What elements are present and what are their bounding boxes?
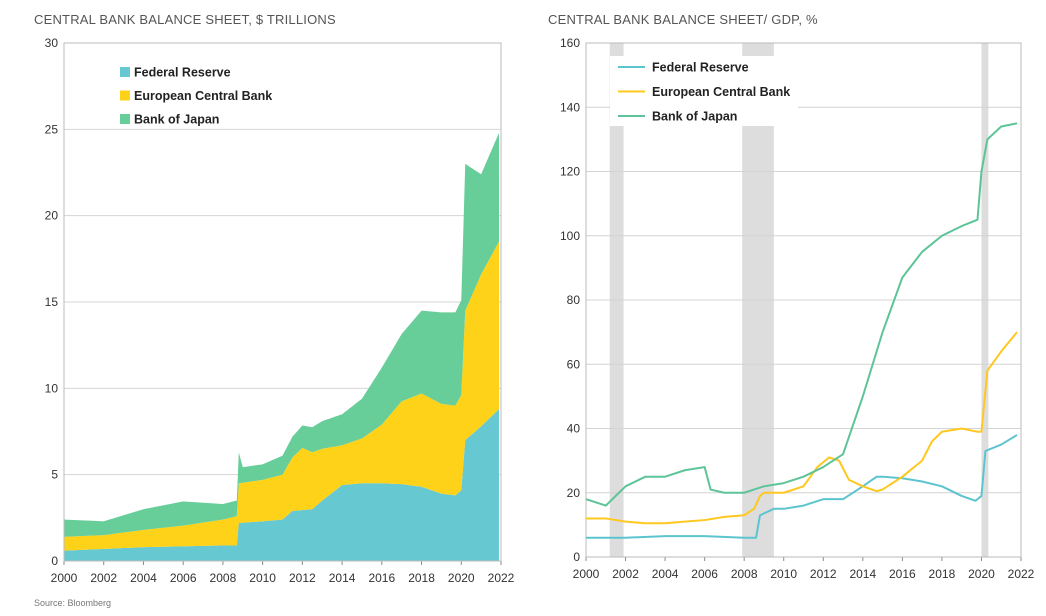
right-x-tick-label: 2022 xyxy=(1008,567,1035,581)
right-y-tick-label: 100 xyxy=(560,229,580,243)
right-y-tick-label: 120 xyxy=(560,165,580,179)
left-x-tick-label: 2010 xyxy=(249,571,276,585)
right-x-tick-label: 2002 xyxy=(612,567,639,581)
left-x-tick-label: 2012 xyxy=(289,571,316,585)
right-plot-frame xyxy=(585,42,1022,558)
source-note: Source: Bloomberg xyxy=(34,598,112,608)
left-y-tick-label: 0 xyxy=(51,554,58,568)
legend-label-federal-reserve: Federal Reserve xyxy=(134,66,231,80)
right-y-tick-label: 60 xyxy=(567,357,581,371)
right-x-tick-label: 2000 xyxy=(573,567,600,581)
right-x-tick-label: 2004 xyxy=(652,567,679,581)
line-federal-reserve xyxy=(586,434,1018,539)
right-x-tick-label: 2018 xyxy=(929,567,956,581)
chart-title-balance-sheet-gdp: CENTRAL BANK BALANCE SHEET/ GDP, % xyxy=(548,12,818,27)
right-x-tick-label: 2016 xyxy=(889,567,916,581)
legend-label-bank-of-japan: Bank of Japan xyxy=(652,110,737,124)
line-european-central-bank xyxy=(586,331,1018,525)
left-x-tick-label: 2004 xyxy=(130,571,157,585)
left-y-tick-label: 10 xyxy=(45,381,59,395)
left-x-tick-label: 2008 xyxy=(210,571,237,585)
right-y-tick-label: 80 xyxy=(567,293,581,307)
right-y-tick-label: 40 xyxy=(567,422,581,436)
left-y-tick-label: 5 xyxy=(51,468,58,482)
right-x-tick-label: 2006 xyxy=(691,567,718,581)
left-x-tick-label: 2006 xyxy=(170,571,197,585)
legend-label-european-central-bank: European Central Bank xyxy=(652,85,790,99)
left-x-tick-label: 2020 xyxy=(448,571,475,585)
right-y-tick-label: 20 xyxy=(567,486,581,500)
right-x-tick-label: 2012 xyxy=(810,567,837,581)
left-y-tick-label: 25 xyxy=(45,122,59,136)
legend-swatch-bank-of-japan xyxy=(120,114,130,124)
right-x-tick-label: 2014 xyxy=(849,567,876,581)
legend-swatch-european-central-bank xyxy=(120,90,130,101)
right-x-tick-label: 2008 xyxy=(731,567,758,581)
left-x-tick-label: 2000 xyxy=(51,571,78,585)
line-bank-of-japan xyxy=(585,122,1018,507)
legend-swatch-federal-reserve xyxy=(120,67,130,77)
legend-label-european-central-bank: European Central Bank xyxy=(134,89,272,103)
area-federal-reserve xyxy=(64,409,500,561)
left-x-tick-label: 2016 xyxy=(368,571,395,585)
left-y-tick-label: 30 xyxy=(45,36,59,50)
left-x-tick-label: 2014 xyxy=(329,571,356,585)
right-y-tick-label: 0 xyxy=(573,550,580,564)
legend-label-federal-reserve: Federal Reserve xyxy=(652,61,749,75)
right-y-tick-label: 160 xyxy=(560,36,580,50)
left-x-tick-label: 2018 xyxy=(408,571,435,585)
chart-title-balance-sheet: CENTRAL BANK BALANCE SHEET, $ TRILLIONS xyxy=(34,12,336,27)
right-y-tick-label: 140 xyxy=(560,100,580,114)
legend-label-bank-of-japan: Bank of Japan xyxy=(134,113,219,127)
left-x-tick-label: 2002 xyxy=(90,571,117,585)
right-x-tick-label: 2020 xyxy=(968,567,995,581)
right-x-tick-label: 2010 xyxy=(770,567,797,581)
left-y-tick-label: 20 xyxy=(45,209,59,223)
area-bank-of-japan xyxy=(64,132,500,537)
left-plot-frame xyxy=(63,42,502,562)
left-x-tick-label: 2022 xyxy=(488,571,515,585)
left-y-tick-label: 15 xyxy=(45,295,59,309)
area-european-central-bank xyxy=(64,241,500,551)
